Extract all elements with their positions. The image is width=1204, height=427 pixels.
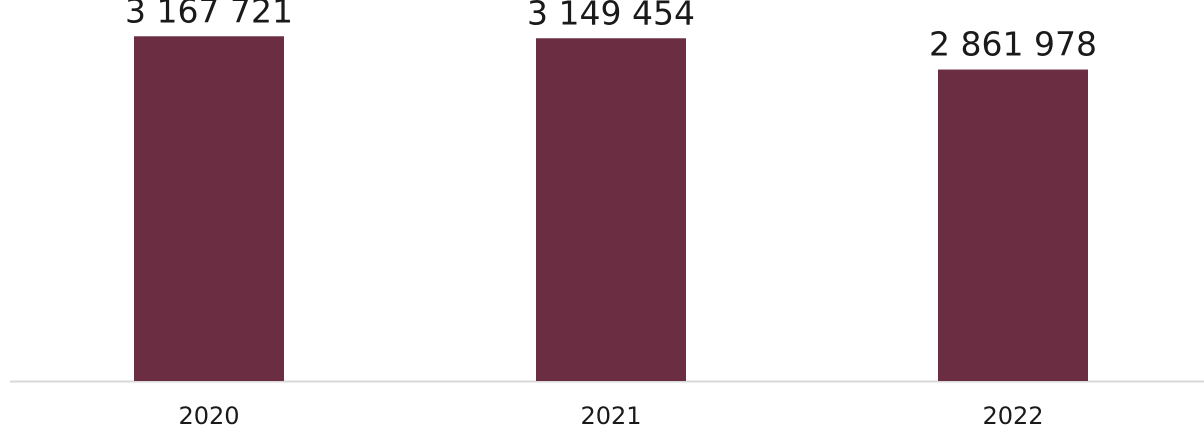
bar-2022 bbox=[938, 69, 1088, 382]
bars-layer bbox=[134, 36, 1088, 382]
data-label-2020: 3 167 721 bbox=[125, 0, 293, 30]
data-label-2022: 2 861 978 bbox=[929, 25, 1097, 64]
x-tick-label-2022: 2022 bbox=[982, 402, 1043, 427]
data-labels-layer: 3 167 721 3 149 454 2 861 978 bbox=[125, 0, 1097, 64]
x-tick-labels-layer: 2020 2021 2022 bbox=[178, 402, 1043, 427]
bar-2021 bbox=[536, 38, 686, 382]
data-label-2021: 3 149 454 bbox=[527, 0, 695, 32]
bar-2020 bbox=[134, 36, 284, 382]
x-tick-label-2020: 2020 bbox=[178, 402, 239, 427]
x-tick-label-2021: 2021 bbox=[580, 402, 641, 427]
